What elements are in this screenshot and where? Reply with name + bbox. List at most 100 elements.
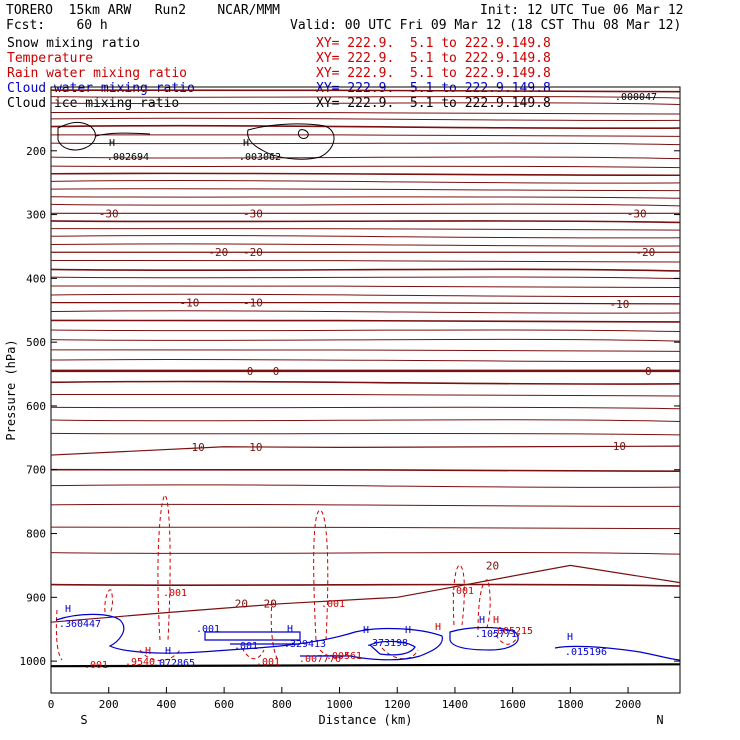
isotherm-line	[50, 203, 681, 207]
isotherm-line	[50, 526, 681, 530]
rain-water-contour	[241, 647, 265, 660]
field-xy-temperature: XY= 222.9. 5.1 to 222.9.149.8	[316, 51, 551, 66]
x-tick-label: 1200	[384, 698, 411, 711]
high-marker: H	[405, 625, 411, 636]
y-tick-label: 200	[26, 145, 46, 158]
isotherm-label: 10	[192, 441, 205, 454]
isotherm-line	[50, 117, 681, 121]
isotherm-line	[50, 468, 681, 473]
isotherm-line	[50, 503, 681, 507]
rain-water-contour	[270, 599, 279, 661]
cloud-water-label: .105771	[475, 629, 517, 640]
isotherm-line	[50, 338, 681, 342]
high-marker: H	[435, 622, 441, 633]
rain-water-label: .005215	[491, 626, 533, 637]
isotherm-label: -20	[635, 246, 655, 259]
rain-water-label: .00561	[326, 651, 362, 662]
model-name: TORERO	[6, 3, 53, 18]
high-marker: H	[363, 625, 369, 636]
cloud-ice-label: .000047	[615, 92, 657, 103]
isotherm-line	[50, 102, 681, 105]
y-tick-label: 600	[26, 400, 46, 413]
isotherm-line	[50, 180, 681, 184]
y-tick-label: 400	[26, 272, 46, 285]
isotherm-label: -20	[243, 246, 263, 259]
isotherm-line	[50, 142, 681, 146]
y-tick-label: 500	[26, 336, 46, 349]
isotherm-line	[50, 89, 681, 93]
cloud-water-label: .015196	[565, 647, 607, 658]
isotherm-line	[50, 484, 681, 488]
rain-water-contour	[104, 589, 113, 615]
isotherm-line	[50, 165, 681, 169]
isotherm-line	[50, 310, 681, 314]
isotherm-label: -20	[208, 246, 228, 259]
isotherm-line	[50, 188, 681, 192]
field-xy-cloud-ice: XY= 222.9. 5.1 to 222.9.149.8	[316, 96, 551, 111]
label-layer: -30 -30 -30 -20 -20 -20 -10 -10 -10 0 0 0 10 10 10 20 20…	[59, 92, 657, 671]
isotherm-line	[50, 583, 681, 587]
isotherm-label: 0	[273, 365, 280, 378]
cloud-water-label: .001	[196, 624, 220, 635]
isotherm-label: -30	[243, 207, 263, 220]
cloud-ice-contour	[95, 132, 151, 137]
forecast-label: Fcst:	[6, 18, 46, 33]
cloud-water-contour	[368, 640, 416, 656]
isotherm-line	[50, 293, 681, 298]
center-name: NCAR/MMM	[217, 3, 280, 18]
x-axis-title: Distance (km)	[319, 713, 413, 727]
isotherm-line	[50, 243, 681, 247]
x-tick-label: 1400	[442, 698, 469, 711]
isotherm-line	[50, 268, 681, 272]
cloud-water-label: .072865	[153, 658, 195, 669]
cloud-ice-contour	[57, 121, 96, 151]
cloud-water-contour	[554, 645, 681, 661]
y-tick-label: 900	[26, 591, 46, 604]
cloud-water-label: .360447	[59, 619, 101, 630]
north-label: N	[656, 713, 663, 727]
isotherm-label: -10	[243, 297, 263, 310]
y-tick-label: 700	[26, 464, 46, 477]
cloud-water-contour	[449, 626, 519, 651]
isotherm-line	[50, 551, 681, 555]
init-time: Init: 12 UTC Tue 06 Mar 12	[480, 3, 684, 18]
y-axis-title: Pressure (hPa)	[4, 339, 18, 440]
rain-water-label: .9540	[125, 657, 155, 668]
high-marker: H	[165, 646, 171, 657]
isotherm-line	[50, 393, 681, 397]
x-tick-label: 200	[99, 698, 119, 711]
isotherm-line	[50, 220, 681, 224]
rain-water-label: .001	[450, 586, 474, 597]
isotherm-label: 10	[613, 440, 626, 453]
isotherm-line	[50, 172, 681, 177]
rain-water-label: .001	[84, 660, 108, 671]
south-label: S	[80, 713, 87, 727]
isotherm-label: 0	[247, 365, 254, 378]
isotherm-line	[50, 380, 681, 385]
isotherm-label: 0	[645, 365, 652, 378]
isotherm-label: 20	[235, 598, 248, 611]
isotherm-10	[50, 445, 681, 456]
isotherm-line	[50, 124, 681, 130]
isotherm-line	[50, 358, 681, 363]
cloud-ice-contour	[297, 129, 309, 139]
plot-frame	[50, 86, 681, 694]
isotherm-line	[50, 285, 681, 289]
isotherm-line	[50, 319, 681, 323]
x-tick-label: 2000	[615, 698, 642, 711]
high-marker: H	[493, 615, 499, 626]
isotherm-label: 20	[264, 598, 277, 611]
field-xy-snow: XY= 222.9. 5.1 to 222.9.149.8	[316, 36, 551, 51]
x-tick-label: 1000	[326, 698, 353, 711]
isotherm--10	[51, 302, 681, 305]
isotherm-line	[50, 432, 681, 436]
rain-water-contour	[157, 494, 171, 641]
isotherm-line	[50, 406, 681, 410]
isotherm-line	[50, 112, 681, 115]
field-name-rain: Rain water mixing ratio	[7, 66, 188, 81]
isotherm-line	[50, 156, 681, 160]
rain-water-contour	[313, 509, 329, 641]
y-tick-label: 800	[26, 528, 46, 541]
